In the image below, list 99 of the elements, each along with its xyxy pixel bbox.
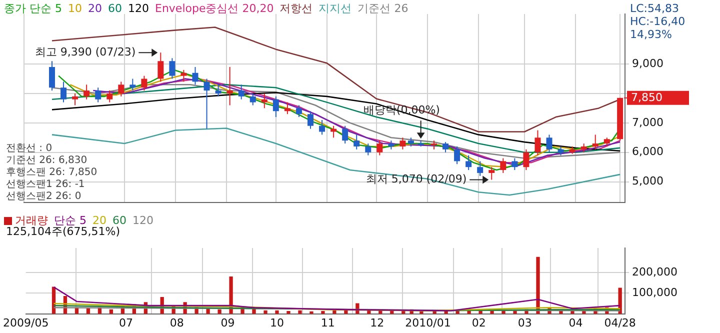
candlestick: [534, 130, 541, 156]
candlestick: [60, 81, 67, 103]
text: 20: [92, 214, 106, 227]
candlestick: [250, 92, 256, 106]
candlestick: [512, 158, 518, 171]
y-tick-label: 6,000: [632, 145, 664, 158]
y-tick-label: 9,000: [632, 56, 664, 70]
bar: [218, 309, 222, 314]
candlestick: [106, 90, 113, 103]
candlestick: [342, 125, 348, 144]
x-tick-label: 03: [518, 316, 532, 330]
bar: [478, 311, 482, 314]
candlestick: [141, 75, 148, 92]
candlestick: [488, 166, 495, 180]
x-tick-label: 04: [568, 316, 583, 330]
candlestick: [272, 96, 279, 118]
bar: [206, 308, 210, 314]
candlestick: [354, 134, 360, 150]
x-tick-label: 2010/01: [405, 316, 451, 330]
annotation: 7,850: [631, 90, 662, 104]
text: 125,104주(675,51%): [6, 225, 120, 238]
candlestick: [192, 66, 198, 86]
candlestick: [296, 104, 302, 118]
annotation: 최고 9,390 (07/23): [34, 45, 136, 58]
bar: [275, 310, 279, 314]
x-tick-label: 11: [320, 316, 335, 330]
bar: [502, 311, 506, 314]
candlestick: [261, 92, 268, 109]
text: 지지선: [318, 2, 352, 15]
x-tick-label: 12: [370, 316, 384, 330]
candlestick: [48, 60, 55, 92]
bar: [298, 310, 302, 314]
candlestick: [454, 146, 460, 165]
y-tick-label: 7,000: [632, 116, 664, 129]
x-tick-label: 04/28: [604, 316, 636, 330]
bar: [420, 311, 424, 314]
x-tick-label: 09: [220, 316, 235, 330]
text: 60: [108, 2, 122, 15]
candlestick: [169, 58, 176, 80]
text: Envelope중심선 20,20: [155, 2, 274, 15]
y-tick-label: 5,000: [632, 174, 664, 188]
candlestick: [180, 69, 187, 82]
text: 10: [68, 2, 82, 15]
text: LC:54,83: [630, 2, 680, 15]
text: 20: [88, 2, 102, 15]
annotation: 선행스팬2 26: 0: [6, 191, 82, 203]
annotation: 선행스팬1 26: -1: [6, 179, 86, 191]
text: 기준선 26: [358, 2, 408, 15]
x-tick-label: 07: [118, 316, 133, 330]
candlestick: [466, 154, 472, 171]
candlestick: [546, 134, 552, 153]
y-tick-label: 200,000: [632, 266, 678, 279]
candlestick: [95, 87, 102, 103]
candlestick: [330, 125, 337, 138]
candlestick: [319, 119, 326, 136]
candlestick: [376, 140, 383, 156]
bar: [252, 308, 256, 314]
candlestick: [308, 110, 314, 130]
legend-label: 거래량: [15, 214, 48, 227]
bar: [618, 288, 622, 314]
x-tick-label: 02: [472, 316, 486, 330]
bar: [310, 311, 314, 314]
candlestick: [500, 158, 506, 174]
candlestick: [477, 160, 484, 176]
candlestick: [215, 84, 222, 97]
bar: [536, 256, 540, 314]
text: 120: [128, 2, 149, 15]
x-tick-label: 08: [170, 316, 184, 330]
y-tick-label: 100,000: [632, 286, 678, 300]
annotation: 후행스팬 26: 7,850: [6, 167, 98, 179]
annotation: 기준선 26: 6,830: [6, 155, 88, 167]
candlestick: [284, 102, 290, 115]
annotation: 전환선 : 0: [6, 143, 54, 155]
candlestick: [592, 134, 598, 150]
bar: [286, 311, 290, 314]
bar: [332, 310, 336, 314]
candlestick: [118, 81, 124, 97]
candlestick: [130, 78, 136, 92]
text: 60: [112, 214, 126, 227]
bar: [321, 311, 325, 314]
candlestick: [72, 92, 78, 106]
candlestick: [442, 142, 449, 153]
candlestick: [365, 143, 372, 156]
candlestick: [523, 148, 530, 171]
candlestick: [400, 137, 406, 150]
text: 종가 단순 5: [4, 2, 62, 15]
text: 단순 5: [54, 214, 86, 227]
text: HC:-16,40: [630, 15, 686, 28]
candlestick: [158, 52, 164, 82]
text: 14,93%: [630, 28, 673, 41]
candlestick: [84, 84, 90, 100]
text: 저항선: [280, 2, 313, 15]
candlestick: [226, 66, 233, 106]
candlestick: [238, 84, 244, 100]
bar: [264, 310, 268, 314]
text: 120: [132, 214, 154, 227]
x-tick-label: 2009/05: [2, 316, 49, 330]
candlestick: [204, 78, 210, 130]
x-tick-label: 10: [270, 316, 284, 330]
